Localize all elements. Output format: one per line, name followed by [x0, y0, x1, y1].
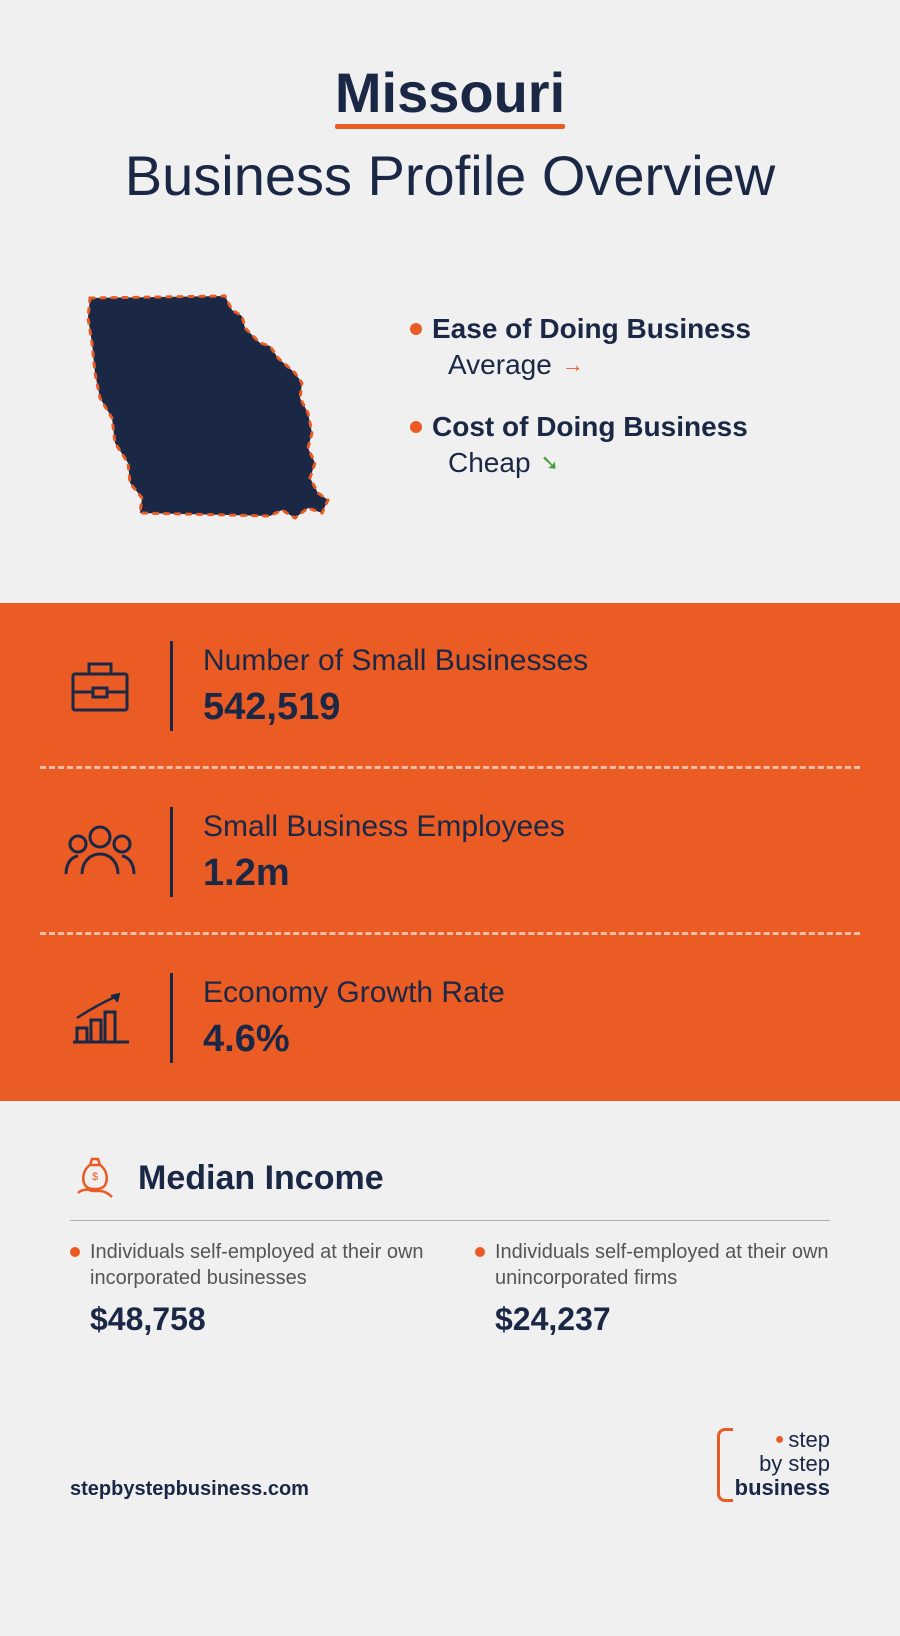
stats-block: Number of Small Businesses 542,519 Small…	[0, 603, 900, 1101]
title-subtitle: Business Profile Overview	[40, 143, 860, 208]
stat-value: 1.2m	[203, 852, 840, 895]
money-bag-icon: $	[70, 1151, 120, 1206]
stat-text: Small Business Employees 1.2m	[203, 810, 840, 895]
stat-row: Number of Small Businesses 542,519	[0, 603, 900, 769]
logo-line: ●step	[735, 1428, 830, 1452]
footer: stepbystepbusiness.com ●step by step bus…	[0, 1368, 900, 1551]
income-value: $24,237	[475, 1301, 830, 1338]
stat-value: 542,519	[203, 686, 840, 729]
arrow-right-icon: →	[562, 352, 584, 378]
top-metrics: Ease of Doing Business Average → Cost of…	[390, 313, 840, 509]
title-state: Missouri	[335, 60, 565, 125]
income-title: Median Income	[138, 1159, 384, 1198]
arrow-down-icon: ➘	[541, 450, 559, 476]
state-map-icon	[60, 268, 360, 553]
divider	[170, 641, 173, 731]
growth-chart-icon	[60, 988, 140, 1048]
top-section: Ease of Doing Business Average → Cost of…	[0, 238, 900, 603]
stat-value: 4.6%	[203, 1018, 840, 1061]
brand-logo: ●step by step business	[735, 1428, 830, 1501]
metric-cost: Cost of Doing Business Cheap ➘	[410, 411, 840, 479]
footer-url: stepbystepbusiness.com	[70, 1478, 309, 1501]
income-value: $48,758	[70, 1301, 425, 1338]
stat-row: Economy Growth Rate 4.6%	[0, 935, 900, 1101]
metric-value: Cheap ➘	[410, 447, 840, 479]
logo-line: by step	[735, 1452, 830, 1476]
metric-label: Cost of Doing Business	[410, 411, 840, 443]
metric-value: Average →	[410, 349, 840, 381]
bracket-icon	[717, 1428, 733, 1502]
income-col: Individuals self-employed at their own i…	[70, 1239, 425, 1338]
income-col: Individuals self-employed at their own u…	[475, 1239, 830, 1338]
income-desc: Individuals self-employed at their own i…	[70, 1239, 425, 1291]
metric-label: Ease of Doing Business	[410, 313, 840, 345]
stat-label: Small Business Employees	[203, 810, 840, 844]
logo-line-business: business	[735, 1476, 830, 1500]
header: Missouri Business Profile Overview	[0, 0, 900, 238]
stat-row: Small Business Employees 1.2m	[0, 769, 900, 935]
income-section: $ Median Income Individuals self-employe…	[0, 1101, 900, 1368]
metric-ease: Ease of Doing Business Average →	[410, 313, 840, 381]
income-header: $ Median Income	[70, 1151, 830, 1221]
income-desc: Individuals self-employed at their own u…	[475, 1239, 830, 1291]
income-columns: Individuals self-employed at their own i…	[70, 1239, 830, 1338]
stat-text: Economy Growth Rate 4.6%	[203, 976, 840, 1061]
people-icon	[60, 822, 140, 882]
divider	[170, 973, 173, 1063]
divider	[170, 807, 173, 897]
briefcase-icon	[60, 656, 140, 716]
svg-text:$: $	[92, 1171, 98, 1183]
stat-text: Number of Small Businesses 542,519	[203, 644, 840, 729]
stat-label: Number of Small Businesses	[203, 644, 840, 678]
stat-label: Economy Growth Rate	[203, 976, 840, 1010]
